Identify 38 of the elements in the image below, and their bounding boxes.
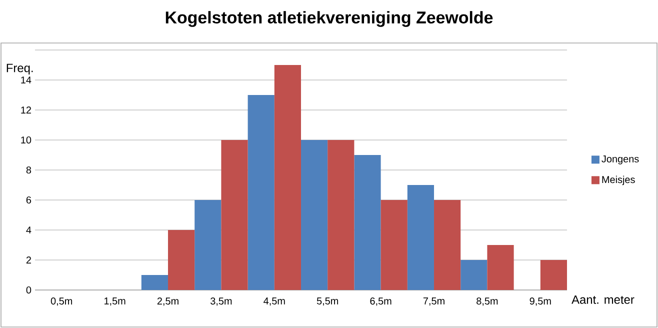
legend-label: Jongens xyxy=(602,155,639,164)
bar xyxy=(328,140,354,290)
x-tick-label: 0,5m xyxy=(50,298,72,306)
bar xyxy=(274,65,302,290)
bar xyxy=(434,200,461,290)
x-axis-title: Aant. meter xyxy=(572,296,634,304)
x-tick-label: 2,5m xyxy=(157,298,178,306)
bar xyxy=(194,200,222,290)
x-tick-label: 4,5m xyxy=(264,298,285,306)
bar xyxy=(540,260,568,290)
bar xyxy=(168,230,195,290)
y-tick-label: 8 xyxy=(26,166,32,174)
bar xyxy=(221,140,248,290)
bar xyxy=(460,260,488,290)
bar xyxy=(354,155,381,290)
bar xyxy=(487,245,514,290)
x-tick-label: 1,5m xyxy=(104,298,126,306)
bar xyxy=(141,275,168,290)
legend-label: Meisjes xyxy=(602,176,635,186)
x-tick-label: 6,5m xyxy=(370,298,392,306)
x-tick-label: 5,5m xyxy=(316,298,338,306)
y-tick-label: 14 xyxy=(21,76,32,84)
y-tick-label: 6 xyxy=(26,196,32,204)
y-tick-label: 4 xyxy=(26,226,32,234)
bar xyxy=(380,200,408,290)
x-tick-label: 9,5m xyxy=(530,298,551,306)
x-tick-label: 8,5m xyxy=(476,298,498,306)
bar xyxy=(248,95,274,290)
x-tick-label: 7,5m xyxy=(423,298,444,306)
y-tick-label: 2 xyxy=(26,256,31,264)
y-tick-label: 12 xyxy=(21,106,31,114)
y-tick-label: 0 xyxy=(26,286,32,294)
chart-title: Kogelstoten atletiekvereniging Zeewolde xyxy=(166,11,493,27)
y-axis-title: Freq. xyxy=(6,64,33,75)
y-tick-label: 10 xyxy=(21,136,32,144)
bar xyxy=(407,185,434,290)
x-tick-label: 3,5m xyxy=(210,298,232,306)
bar xyxy=(301,140,328,290)
